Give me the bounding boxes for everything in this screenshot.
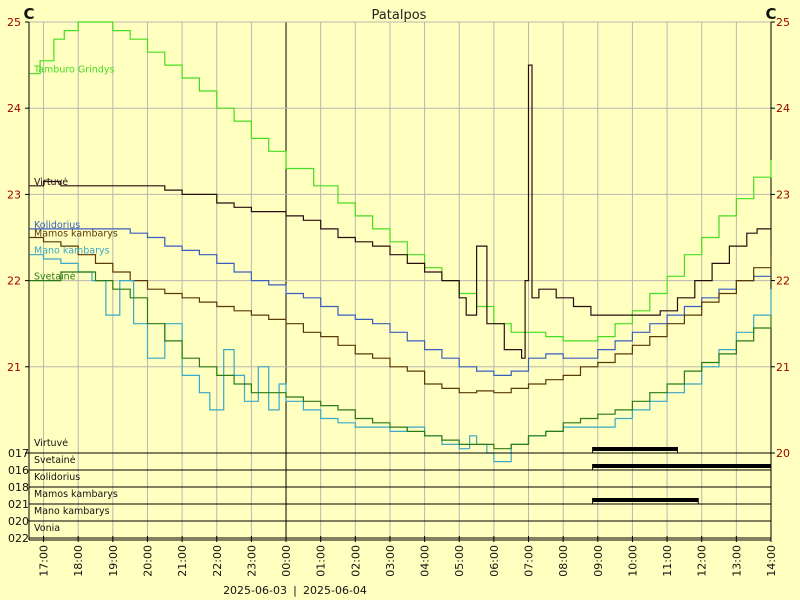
x-tick-label: 14:00 <box>765 545 778 577</box>
y-tick-label-left: 23 <box>7 188 21 201</box>
y-tick-label-right: 22 <box>776 275 790 288</box>
x-tick-label: 08:00 <box>557 545 570 577</box>
labels-layer: 17:00 18:00 19:00 20:00 21:00 22:00 23:00 00:00… <box>7 16 790 577</box>
y-axis-label-left: C <box>23 5 34 23</box>
x-tick-label: 11:00 <box>661 545 674 577</box>
zone-code: 018 <box>8 481 29 494</box>
zone-code: 021 <box>8 498 29 511</box>
x-tick-label: 18:00 <box>72 545 85 577</box>
heating-zones <box>29 447 772 539</box>
zone-label: Mamos kambarys <box>34 489 118 500</box>
zone-code: 017 <box>8 447 29 460</box>
series-label: Svetainė <box>34 272 76 283</box>
zone-code: 016 <box>8 464 29 477</box>
zone-code: 022 <box>8 532 29 545</box>
x-tick-label: 03:00 <box>384 545 397 577</box>
y-tick-label-left: 25 <box>7 16 21 29</box>
series-line <box>29 254 772 463</box>
x-tick-label: 22:00 <box>211 545 224 577</box>
series-line <box>29 271 772 450</box>
date-label-start: 2025-06-03 <box>223 584 287 597</box>
zone-label: Vonia <box>34 523 60 534</box>
y-tick-label-left: 24 <box>7 102 21 115</box>
series-label: Tamburo Grindys <box>33 65 114 76</box>
x-tick-label: 05:00 <box>453 545 466 577</box>
y-tick-label-right: 20 <box>776 447 790 460</box>
zone-label: Svetainė <box>34 455 76 466</box>
x-tick-label: 19:00 <box>107 545 120 577</box>
zone-label: Kolidorius <box>34 472 80 483</box>
y-tick-label-left: 22 <box>7 275 21 288</box>
series-line <box>29 236 772 394</box>
zone-label: Mano kambarys <box>34 506 110 517</box>
y-axis-label-right: C <box>765 5 776 23</box>
series-label: Mano kambarys <box>34 246 110 257</box>
zone-label: Virtuvė <box>34 438 68 449</box>
series-label: Mamos kambarys <box>34 229 118 240</box>
series-label: Kolidorius <box>34 220 80 231</box>
y-tick-label-right: 21 <box>776 361 790 374</box>
x-tick-label: 13:00 <box>730 545 743 577</box>
x-tick-label: 04:00 <box>419 545 432 577</box>
x-tick-label: 20:00 <box>141 545 154 577</box>
chart-title: Patalpos <box>372 8 427 23</box>
y-tick-label-right: 24 <box>776 102 790 115</box>
series-line <box>29 21 772 342</box>
x-tick-label: 23:00 <box>245 545 258 577</box>
x-tick-label: 01:00 <box>315 545 328 577</box>
y-tick-label-right: 25 <box>776 16 790 29</box>
series-label: Virtuvė <box>34 177 68 188</box>
x-tick-label: 07:00 <box>523 545 536 577</box>
x-tick-label: 17:00 <box>38 545 51 577</box>
series-line <box>29 228 771 376</box>
x-tick-label: 21:00 <box>176 545 189 577</box>
x-tick-label: 09:00 <box>592 545 605 577</box>
x-tick-label: 00:00 <box>280 545 293 577</box>
series-layer <box>29 21 772 463</box>
x-tick-label: 06:00 <box>488 545 501 577</box>
date-separator: | <box>293 584 297 597</box>
series-line <box>29 64 771 359</box>
y-tick-label-right: 23 <box>776 188 790 201</box>
x-tick-label: 10:00 <box>626 545 639 577</box>
date-label-end: 2025-06-04 <box>303 584 367 597</box>
y-tick-label-left: 21 <box>7 361 21 374</box>
zone-code: 020 <box>8 515 29 528</box>
x-tick-label: 12:00 <box>696 545 709 577</box>
x-tick-label: 02:00 <box>349 545 362 577</box>
